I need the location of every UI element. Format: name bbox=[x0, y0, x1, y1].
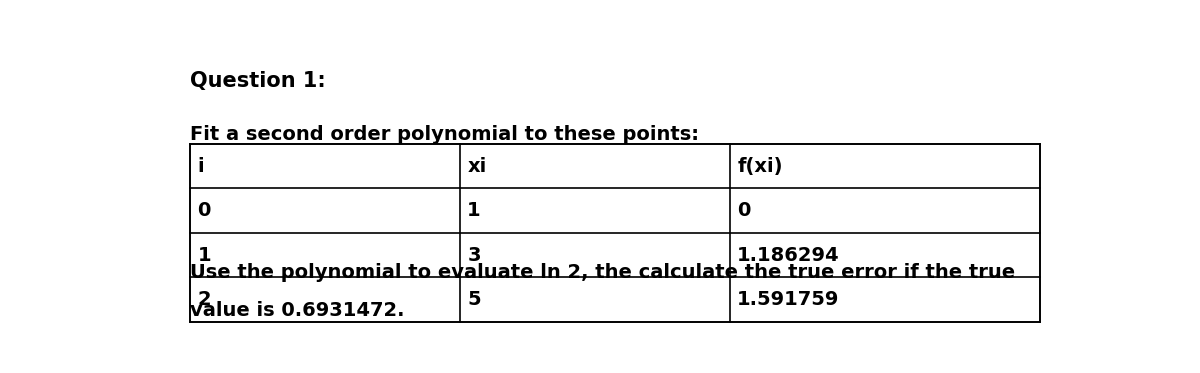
Bar bbox=[190, 144, 1040, 322]
Text: Question 1:: Question 1: bbox=[190, 70, 325, 91]
Text: 3: 3 bbox=[467, 246, 481, 264]
Text: Fit a second order polynomial to these points:: Fit a second order polynomial to these p… bbox=[190, 125, 698, 144]
Text: value is 0.6931472.: value is 0.6931472. bbox=[190, 301, 404, 320]
Text: 1: 1 bbox=[467, 201, 481, 220]
Text: xi: xi bbox=[467, 157, 486, 176]
Text: 0: 0 bbox=[198, 201, 211, 220]
Text: 1.186294: 1.186294 bbox=[737, 246, 840, 264]
Text: 1: 1 bbox=[198, 246, 211, 264]
Text: 0: 0 bbox=[737, 201, 750, 220]
Text: 2: 2 bbox=[198, 290, 211, 309]
Text: f(xi): f(xi) bbox=[737, 157, 782, 176]
Text: i: i bbox=[198, 157, 204, 176]
Text: Use the polynomial to evaluate ln 2, the calculate the true error if the true: Use the polynomial to evaluate ln 2, the… bbox=[190, 263, 1015, 282]
Text: 1.591759: 1.591759 bbox=[737, 290, 840, 309]
Text: 5: 5 bbox=[467, 290, 481, 309]
